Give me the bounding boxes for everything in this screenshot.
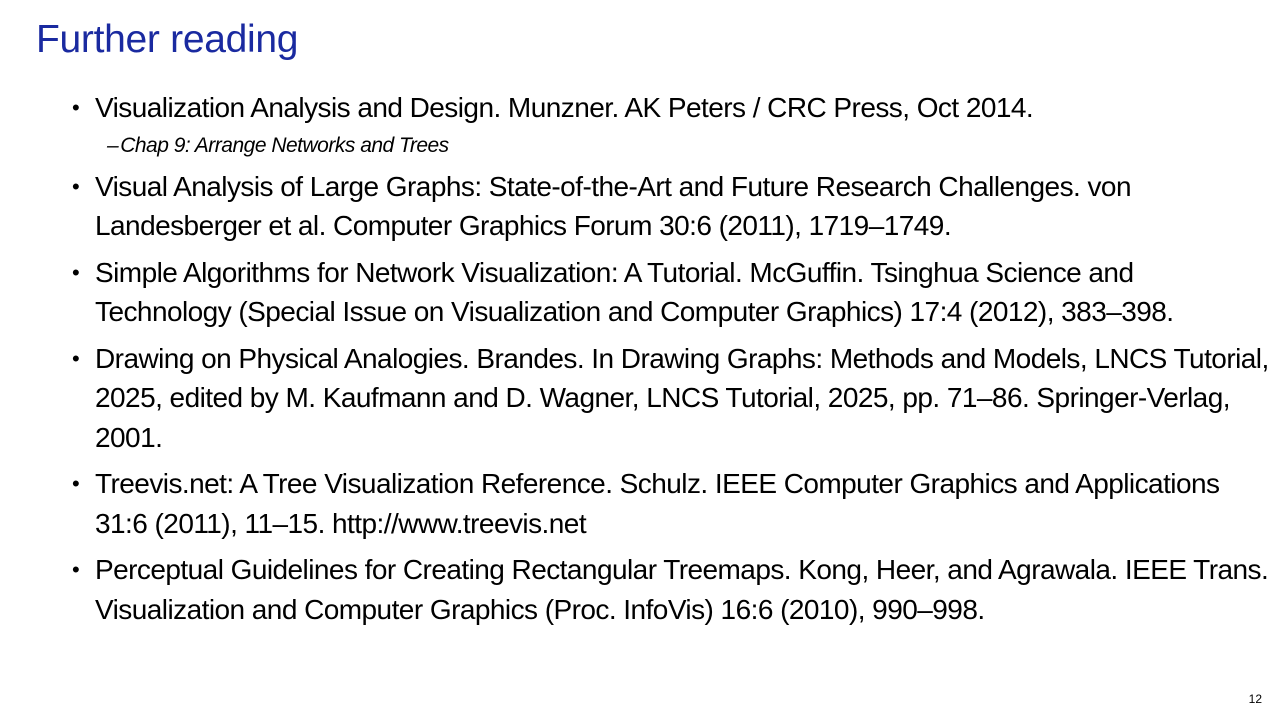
reading-list-item: • Visual Analysis of Large Graphs: State… [72,167,1272,246]
reference-text: Perceptual Guidelines for Creating Recta… [95,554,1269,625]
dash-icon: – [107,133,119,157]
reference-text: Visualization Analysis and Design. Munzn… [95,92,1034,123]
reading-list-item: • Treevis.net: A Tree Visualization Refe… [72,464,1272,543]
bullet-icon: • [72,471,80,496]
reading-list-item: • Drawing on Physical Analogies. Brandes… [72,339,1272,458]
bullet-icon: • [72,95,80,120]
bullet-icon: • [72,173,80,199]
bullet-icon: • [72,259,80,285]
reference-text: Simple Algorithms for Network Visualizat… [95,256,1174,328]
reading-list: • Visualization Analysis and Design. Mun… [72,88,1272,636]
reading-list-item: • Visualization Analysis and Design. Mun… [72,88,1272,160]
sub-reference-text: Chap 9: Arrange Networks and Trees [120,133,449,157]
reference-text: Drawing on Physical Analogies. Brandes. … [95,342,1269,453]
bullet-icon: • [72,345,80,371]
page-number: 12 [1248,692,1262,706]
reading-list-item: • Simple Algorithms for Network Visualiz… [72,253,1272,332]
reference-text: Treevis.net: A Tree Visualization Refere… [95,468,1220,539]
reference-text: Visual Analysis of Large Graphs: State-o… [95,170,1132,242]
sub-reference: –Chap 9: Arrange Networks and Trees [107,132,1272,160]
slide-title: Further reading [36,18,299,61]
bullet-icon: • [72,557,80,582]
reading-list-item: • Perceptual Guidelines for Creating Rec… [72,550,1272,629]
